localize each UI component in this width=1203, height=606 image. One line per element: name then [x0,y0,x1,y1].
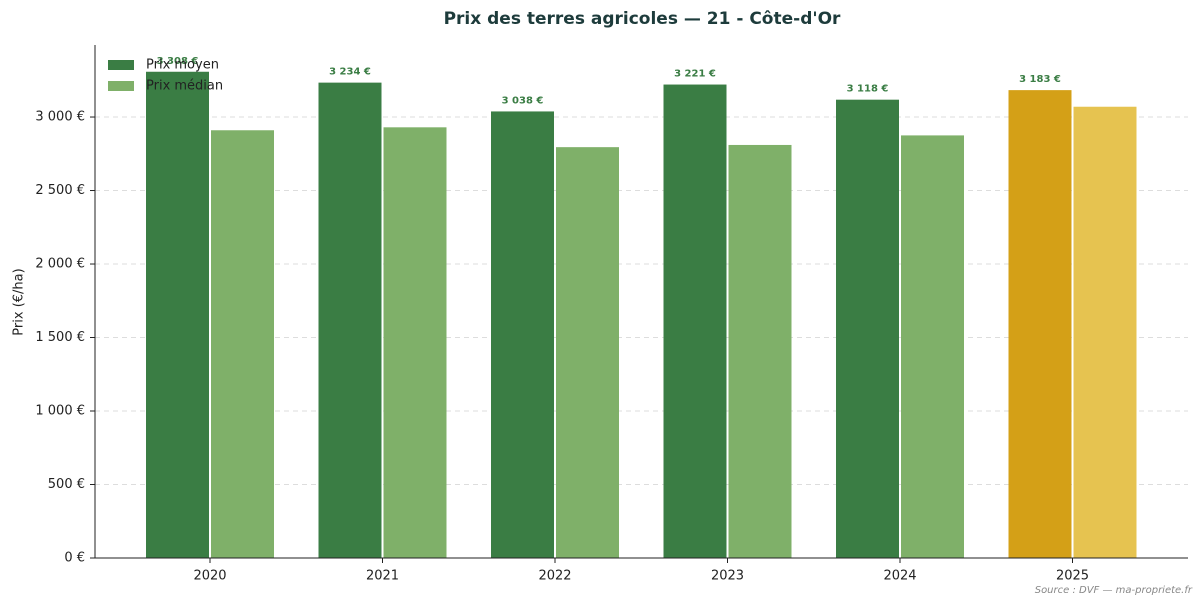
x-tick-label: 2020 [193,569,226,584]
value-label: 3 234 € [329,67,371,78]
y-tick-label: 500 € [48,477,85,492]
bar [491,111,554,558]
value-label: 3 221 € [674,69,716,80]
bar [901,135,964,558]
x-tick-label: 2022 [538,569,571,584]
bar [1008,90,1072,559]
value-label: 3 038 € [502,95,544,106]
value-label: 3 118 € [847,84,889,95]
bar [383,127,447,558]
legend-swatch [108,60,134,70]
y-tick-label: 3 000 € [35,110,85,125]
bar [728,144,792,558]
value-label: 3 308 € [157,56,199,67]
x-tick-label: 2024 [883,569,916,584]
legend-label: Prix moyen [146,58,219,73]
bar [556,147,619,558]
chart-title: Prix des terres agricoles — 21 - Côte-d'… [444,9,841,29]
y-tick-label: 2 500 € [35,183,85,198]
bar [318,82,382,559]
y-axis-label: Prix (€/ha) [12,268,27,335]
bar [211,130,274,559]
x-tick-label: 2021 [366,569,399,584]
x-tick-label: 2025 [1056,569,1089,584]
bar [146,71,209,558]
y-tick-label: 1 500 € [35,330,85,345]
y-tick-label: 0 € [64,551,85,566]
y-tick-label: 2 000 € [35,257,85,272]
bar [1073,106,1137,558]
legend-label: Prix médian [146,79,223,94]
bar [663,84,727,559]
x-tick-label: 2023 [711,569,744,584]
legend-swatch [108,81,134,91]
value-label: 3 183 € [1019,74,1061,85]
source: Source : DVF — ma-propriete.fr [1035,585,1193,596]
y-tick-label: 1 000 € [35,404,85,419]
bar [836,99,899,559]
